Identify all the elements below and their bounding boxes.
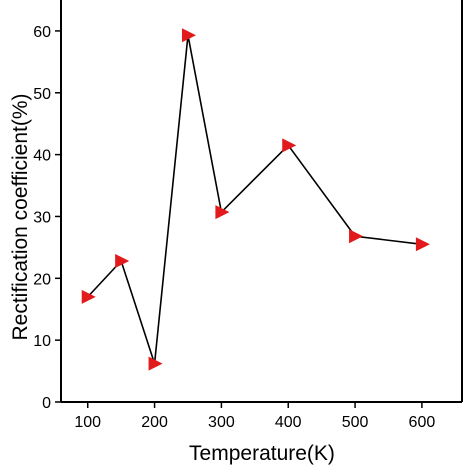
y-tick-label: 10	[33, 333, 51, 350]
series-line	[87, 35, 422, 364]
x-tick-label: 300	[208, 414, 235, 431]
data-point-marker	[181, 28, 196, 43]
x-tick-label: 500	[342, 414, 369, 431]
data-point-marker	[115, 253, 130, 268]
x-tick-label: 600	[409, 414, 436, 431]
y-tick-label: 30	[33, 209, 51, 226]
data-point-marker	[282, 138, 297, 153]
x-axis-title: Temperature(K)	[189, 442, 335, 465]
data-point-marker	[349, 229, 364, 244]
x-tick-label: 400	[275, 414, 302, 431]
y-tick-label: 0	[42, 395, 51, 412]
data-point-marker	[415, 237, 430, 252]
axes	[60, 0, 463, 403]
data-point-marker	[81, 289, 96, 304]
x-tick-label: 200	[141, 414, 168, 431]
data-point-marker	[148, 356, 163, 371]
y-tick-label: 50	[33, 86, 51, 103]
series	[81, 28, 430, 371]
data-point-marker	[215, 205, 230, 220]
y-tick-label: 40	[33, 148, 51, 165]
ticks: 100 200 300 400 500 600 0 10 20 30 40 50 60	[33, 24, 435, 431]
y-axis-title: Rectification coefficient(%)	[9, 93, 32, 340]
x-tick-label: 100	[74, 414, 101, 431]
y-tick-label: 60	[33, 24, 51, 41]
y-tick-label: 20	[33, 271, 51, 288]
